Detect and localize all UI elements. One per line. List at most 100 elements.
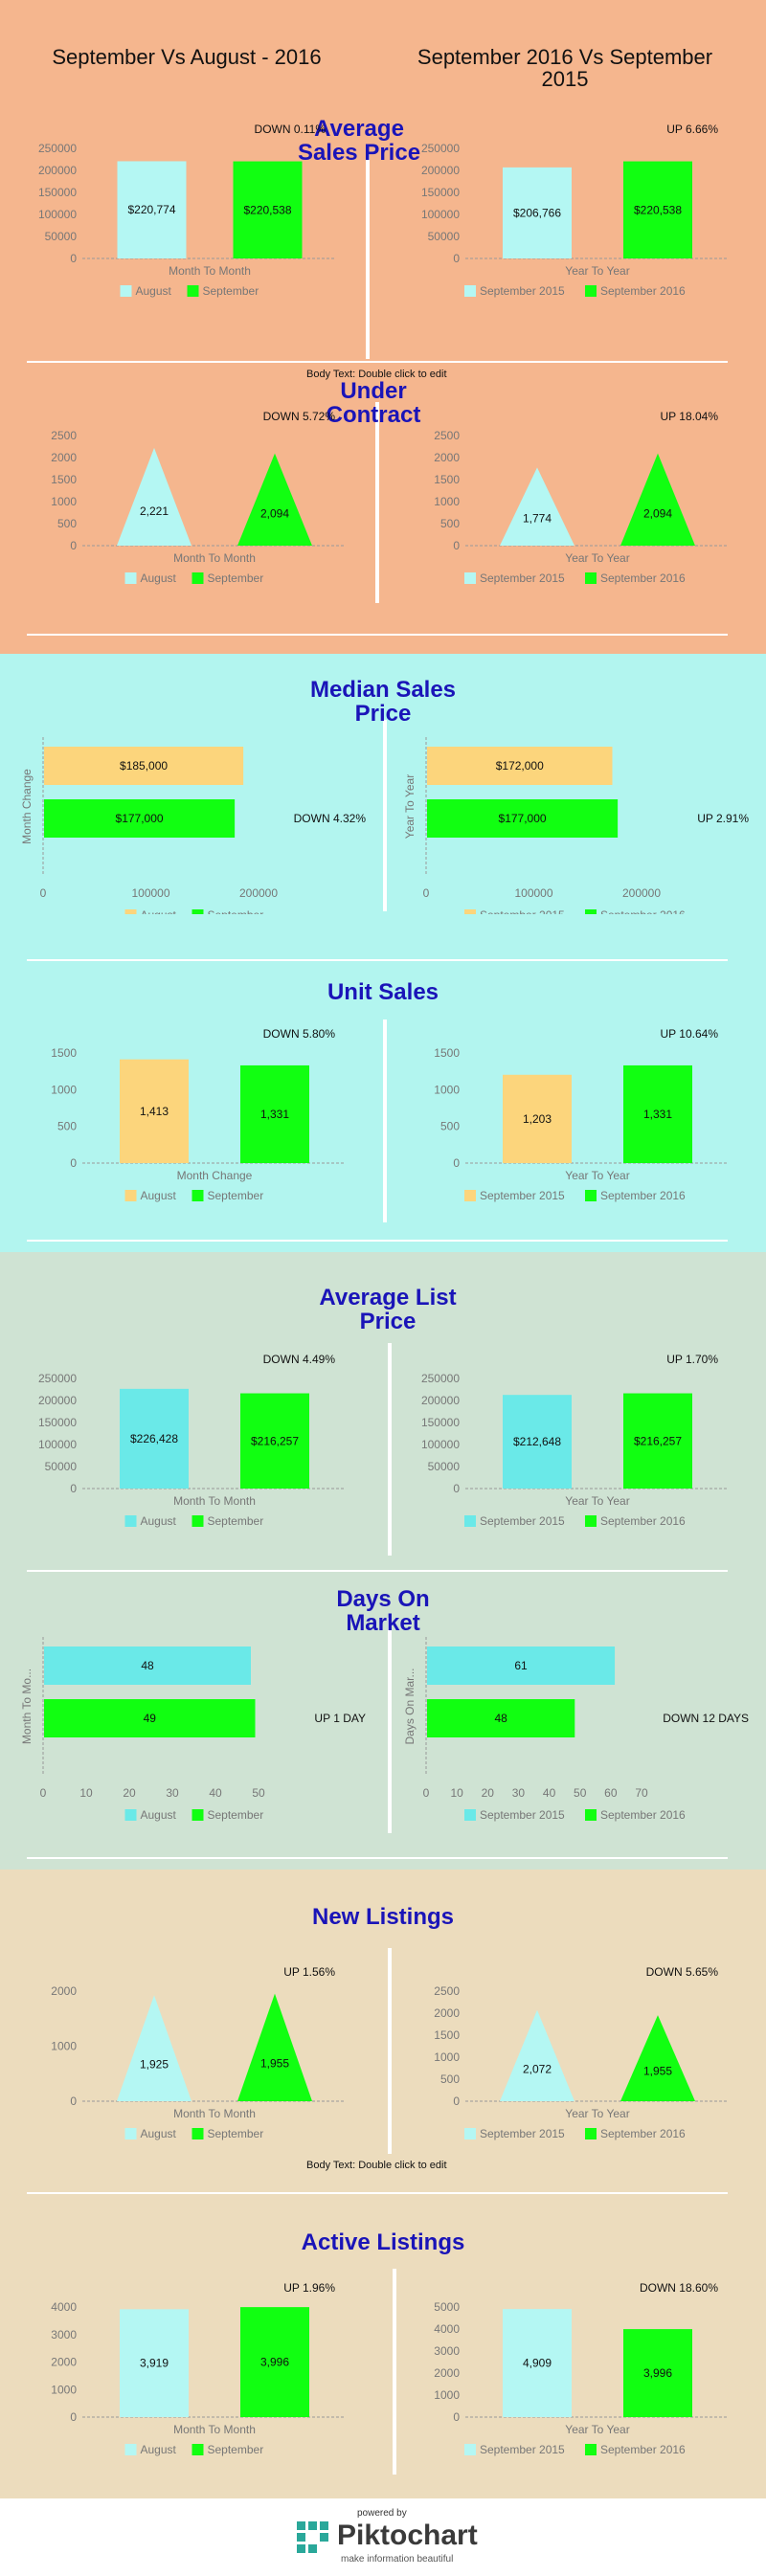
y-tick-label: 500 [440, 1120, 460, 1133]
x-tick-label: 30 [166, 1786, 179, 1800]
legend-label: September 2015 [480, 2127, 565, 2140]
data-label: 2,094 [260, 506, 289, 520]
vdivider-1 [366, 153, 370, 359]
y-tick-label: 0 [453, 252, 460, 265]
y-tick-label: 0 [70, 539, 77, 552]
legend-label: September 2015 [480, 2443, 565, 2456]
band-footer [0, 2498, 766, 2576]
x-tick-label: 50 [574, 1786, 587, 1800]
y-tick-label: 1500 [51, 1046, 77, 1060]
change-label: UP 1.56% [283, 1965, 335, 1979]
data-label: $216,257 [634, 1434, 682, 1447]
x-axis-label: Month To Month [173, 551, 256, 565]
y-tick-label: 200000 [421, 164, 460, 177]
y-tick-label: 150000 [421, 1416, 460, 1429]
legend-label: September [208, 1808, 264, 1822]
legend-label: August [141, 571, 177, 585]
y-tick-label: 4000 [51, 2300, 77, 2314]
divider-7 [27, 2192, 728, 2194]
chart-days-on-market-month: Month To Mo... 0 10 20 30 40 50 48 49 UP 1 DAY Aug… [20, 1637, 366, 1822]
data-label: 1,413 [140, 1105, 169, 1118]
y-tick-label: 0 [453, 1482, 460, 1495]
legend-label: September 2016 [600, 2443, 686, 2456]
legend-label: August [141, 908, 177, 914]
legend-swatch [124, 1515, 137, 1527]
chart-active-listings-year: 5000 4000 3000 2000 1000 0 Year To Year DOWN 18… [434, 2281, 728, 2456]
x-tick-label: 20 [123, 1786, 136, 1800]
legend-swatch [120, 285, 132, 297]
legend-swatch [192, 909, 204, 914]
data-label: 1,774 [523, 511, 552, 525]
y-tick-label: 1000 [434, 2050, 460, 2064]
y-tick-label: 4000 [434, 2322, 460, 2336]
legend-swatch [464, 1515, 476, 1527]
data-label: $185,000 [120, 759, 168, 773]
bar-mark [240, 1393, 309, 1489]
body-text-placeholder-2[interactable]: Body Text: Double click to edit [306, 2160, 447, 2171]
y-tick-label: 100000 [38, 208, 77, 221]
y-tick-label: 250000 [421, 1372, 460, 1385]
legend-swatch [124, 572, 137, 584]
divider-5 [27, 1570, 728, 1572]
legend-swatch [124, 2128, 137, 2139]
change-label: DOWN 5.65% [646, 1965, 719, 1979]
data-label: 1,331 [643, 1108, 672, 1121]
y-tick-label: 250000 [421, 142, 460, 155]
legend-swatch [585, 1515, 597, 1527]
x-tick-label: 20 [482, 1786, 495, 1800]
legend-swatch [585, 1809, 597, 1821]
y-tick-label: 1000 [434, 495, 460, 508]
legend-swatch [124, 1809, 137, 1821]
body-text-placeholder-1[interactable]: Body Text: Double click to edit [306, 369, 447, 380]
legend-swatch [585, 909, 597, 914]
chart-average-list-price-year: 250000 200000 150000 100000 50000 0 Year To Ye… [421, 1353, 728, 1528]
section-title-under-contract: Under Contract [326, 378, 421, 428]
change-label: DOWN 12 DAYS [663, 1712, 749, 1725]
section-title-average-list-price: Average List Price [319, 1285, 457, 1334]
data-label: 3,919 [140, 2357, 169, 2370]
data-label: $177,000 [116, 812, 164, 825]
y-tick-label: 0 [453, 2410, 460, 2424]
triangle-mark [117, 1995, 192, 2101]
y-tick-label: 0 [70, 2094, 77, 2108]
y-tick-label: 2000 [434, 451, 460, 464]
change-label: UP 1.70% [666, 1353, 718, 1366]
bar-mark [117, 161, 187, 258]
legend-label: September 2015 [480, 284, 565, 298]
data-label: 3,996 [643, 2366, 672, 2380]
legend-label: September [208, 1189, 264, 1202]
change-label: DOWN 5.72% [263, 410, 336, 423]
bar-mark [44, 747, 244, 785]
legend-swatch [464, 2128, 476, 2139]
chart-median-sales-price-month: Month Change 0 100000 200000 $185,000 $177,00… [20, 737, 366, 914]
y-tick-label: 1000 [51, 1083, 77, 1096]
x-axis-label: Year To Year [565, 1169, 629, 1182]
x-axis-label: Year To Year [565, 2423, 629, 2436]
legend-label: September [208, 571, 264, 585]
footer-brand[interactable]: Piktochart [337, 2520, 478, 2551]
legend-swatch [464, 1190, 476, 1201]
bar-mark [120, 2309, 189, 2417]
data-label: 61 [514, 1659, 528, 1672]
y-tick-label: 50000 [428, 1460, 461, 1473]
chart-under-contract-year: 2500 2000 1500 1000 500 0 Year To Year UP 18.04… [434, 410, 728, 585]
data-label: 1,331 [260, 1108, 289, 1121]
legend-swatch [585, 2444, 597, 2455]
y-tick-label: 500 [440, 517, 460, 530]
data-label: $212,648 [513, 1435, 561, 1448]
y-tick-label: 50000 [45, 1460, 78, 1473]
legend-label: September 2015 [480, 908, 565, 914]
y-tick-label: 0 [453, 539, 460, 552]
y-tick-label: 0 [70, 252, 77, 265]
divider-2 [27, 634, 728, 636]
x-tick-label: 0 [40, 886, 47, 900]
legend-label: September 2016 [600, 284, 686, 298]
change-label: DOWN 0.11% [255, 123, 327, 136]
vdivider-4 [383, 1019, 387, 1222]
legend-swatch [585, 2128, 597, 2139]
y-tick-label: 200000 [38, 1394, 77, 1407]
section-title-new-listings: New Listings [311, 1904, 455, 1930]
bar-mark [623, 1064, 692, 1163]
data-label: $220,538 [634, 203, 682, 216]
y-tick-label: 250000 [38, 1372, 77, 1385]
